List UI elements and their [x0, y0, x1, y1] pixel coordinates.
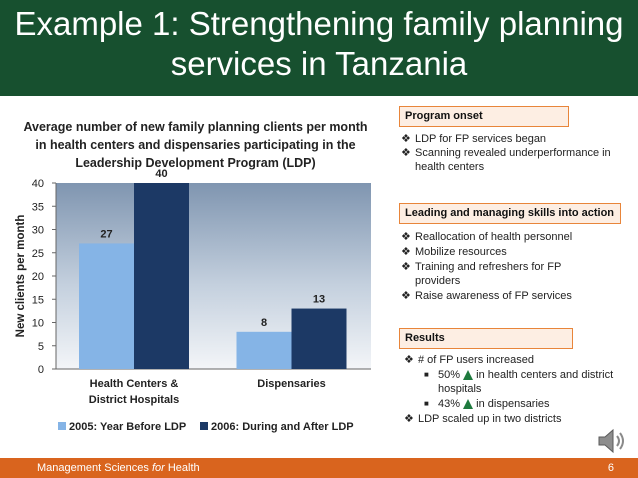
legend-label: 2006: During and After LDP: [211, 421, 354, 433]
y-tick-label: 40: [32, 178, 44, 190]
diamond-bullet-icon: ❖: [404, 413, 414, 425]
page-number: 6: [607, 462, 614, 474]
chart-title: Average number of new family planning cl…: [23, 120, 368, 170]
bar: [291, 308, 347, 369]
y-tick-label: 35: [32, 201, 44, 213]
slide-title: Example 1: Strengthening family planning…: [14, 5, 624, 82]
title-banner: Example 1: Strengthening family planning…: [0, 0, 638, 96]
footer-bar: Management Sciences for Health 6: [0, 458, 638, 478]
legend-swatch: [58, 422, 66, 430]
data-label: 27: [100, 228, 112, 240]
up-arrow-icon: [463, 399, 474, 410]
y-tick-label: 15: [32, 294, 44, 306]
legend-label: 2005: Year Before LDP: [69, 421, 186, 433]
results-heading: Results: [399, 328, 573, 349]
y-tick-label: 30: [32, 225, 44, 237]
y-tick-label: 25: [32, 248, 44, 260]
diamond-bullet-icon: ❖: [401, 231, 411, 243]
up-arrow-icon: [463, 370, 474, 381]
list-item: ❖ # of FP users increased: [404, 354, 534, 366]
diamond-bullet-icon: ❖: [401, 246, 411, 258]
list-item: ❖ Raise awareness of FP services: [401, 290, 572, 302]
diamond-bullet-icon: ❖: [401, 133, 411, 145]
organization-name: Management Sciences for Health: [37, 462, 200, 474]
x-tick-label: District Hospitals: [89, 394, 179, 406]
list-item: ❖ LDP for FP services began: [401, 133, 547, 145]
bar: [79, 243, 134, 369]
sub-list-item: ■ 50% in health centers and district hos…: [424, 369, 614, 395]
bar-chart: 0 5 10 15 20 25 30 35 40 New clients per month 27 4…: [15, 168, 371, 433]
leading-heading: Leading and managing skills into action: [399, 203, 621, 224]
data-label: 40: [155, 168, 167, 180]
diamond-bullet-icon: ❖: [401, 290, 411, 302]
list-item: ❖ LDP scaled up in two districts: [404, 413, 562, 425]
x-tick-label: Health Centers &: [90, 378, 179, 390]
y-tick-label: 20: [32, 271, 44, 283]
y-tick-label: 0: [38, 364, 44, 376]
x-tick-label: Dispensaries: [257, 378, 325, 390]
data-label: 13: [313, 294, 325, 306]
sub-list-item: ■ 43% in dispensaries: [424, 398, 550, 410]
program-onset-heading: Program onset: [399, 106, 569, 127]
list-item: ❖ Mobilize resources: [401, 246, 507, 258]
y-axis-title: New clients per month: [15, 215, 27, 338]
square-bullet-icon: ■: [424, 399, 429, 408]
legend-swatch: [200, 422, 208, 430]
data-label: 8: [261, 317, 267, 329]
list-item: ❖ Reallocation of health personnel: [401, 231, 573, 243]
y-tick-label: 5: [38, 341, 44, 353]
bar: [134, 183, 189, 369]
list-item: ❖ Training and refreshers for FP provide…: [401, 261, 562, 287]
diamond-bullet-icon: ❖: [401, 147, 411, 159]
diamond-bullet-icon: ❖: [404, 354, 414, 366]
speaker-icon[interactable]: [596, 426, 628, 456]
y-tick-label: 10: [32, 318, 44, 330]
diamond-bullet-icon: ❖: [401, 261, 411, 273]
bar: [236, 331, 292, 369]
square-bullet-icon: ■: [424, 370, 429, 379]
list-item: ❖ Scanning revealed underperformance in …: [401, 147, 611, 173]
